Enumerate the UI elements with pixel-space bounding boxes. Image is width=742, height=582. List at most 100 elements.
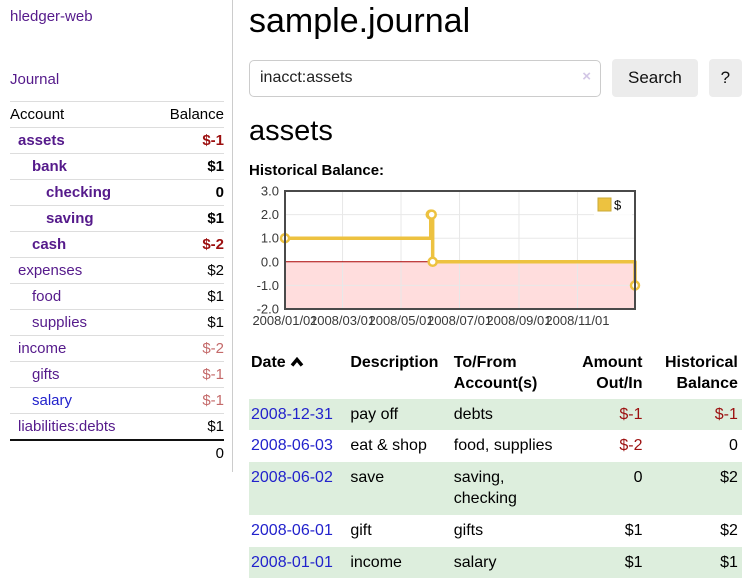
- page-title: sample.journal: [249, 2, 471, 40]
- main-content: sample.journal × Search ? assets Histori…: [233, 0, 742, 579]
- app-brand-link[interactable]: hledger-web: [10, 8, 93, 25]
- register-row: 2008-01-01 income salary $1 $1: [249, 546, 742, 579]
- transaction-date-link[interactable]: 2008-06-03: [251, 437, 333, 455]
- sidebar-account-link[interactable]: supplies: [32, 314, 88, 331]
- account-balance: $1: [151, 413, 224, 441]
- accounts-total-value: 0: [151, 439, 224, 466]
- transaction-accounts: salary: [453, 553, 497, 571]
- transaction-date-link[interactable]: 2008-06-01: [251, 521, 333, 539]
- account-balance: $1: [151, 309, 224, 336]
- account-balance: $1: [151, 205, 224, 232]
- transaction-amount: $1: [624, 553, 643, 571]
- search-input[interactable]: [249, 59, 601, 97]
- chart-heading: Historical Balance:: [249, 162, 385, 179]
- transaction-balance: $1: [720, 553, 738, 571]
- account-row: salary $-1: [10, 387, 224, 414]
- register-header-date: Date: [249, 349, 346, 399]
- transaction-accounts: food, supplies: [453, 437, 553, 455]
- register-header-balance: Historical Balance: [664, 354, 738, 392]
- accounts-total-row: 0: [10, 439, 224, 466]
- account-row: supplies $1: [10, 309, 224, 336]
- svg-text:$: $: [614, 198, 622, 213]
- search-button[interactable]: Search: [612, 59, 698, 97]
- account-row: assets $-1: [10, 127, 224, 154]
- sidebar-account-link[interactable]: income: [18, 340, 67, 357]
- sidebar-item-journal[interactable]: Journal: [10, 71, 60, 88]
- account-balance: $-1: [151, 127, 224, 154]
- account-row: saving $1: [10, 205, 224, 232]
- sidebar-account-link[interactable]: salary: [32, 392, 73, 409]
- clear-search-icon[interactable]: ×: [582, 67, 591, 85]
- register-header-row: Date Description To/From Account(s) Amou…: [249, 349, 742, 399]
- sidebar-account-link[interactable]: expenses: [18, 262, 83, 279]
- svg-text:2008/05/01: 2008/05/01: [368, 313, 433, 328]
- transaction-description: eat & shop: [350, 437, 427, 455]
- transaction-description: income: [350, 553, 402, 571]
- svg-text:2008/03/01: 2008/03/01: [310, 313, 375, 328]
- account-row: checking 0: [10, 179, 224, 206]
- account-balance: $2: [151, 257, 224, 284]
- sidebar-account-link[interactable]: bank: [32, 158, 68, 175]
- register-row: 2008-12-31 pay off debts $-1 $-1: [249, 398, 742, 431]
- account-heading: assets: [249, 115, 333, 147]
- register-table: Date Description To/From Account(s) Amou…: [249, 349, 742, 579]
- sidebar-account-link[interactable]: food: [32, 288, 62, 305]
- sidebar-account-link[interactable]: gifts: [32, 366, 60, 383]
- register-header-accounts: To/From Account(s): [453, 354, 538, 392]
- svg-text:-1.0: -1.0: [257, 278, 279, 293]
- svg-text:2008/07/01: 2008/07/01: [427, 313, 492, 328]
- transaction-date-link[interactable]: 2008-01-01: [251, 553, 333, 571]
- transaction-amount: $1: [624, 521, 643, 539]
- register-row: 2008-06-03 eat & shop food, supplies $-2 0: [249, 430, 742, 462]
- transaction-balance: $2: [720, 468, 738, 486]
- sidebar: hledger-web Journal Account Balance asse…: [0, 0, 233, 472]
- historical-balance-chart: 3.0 2.0 1.0 0.0 -1.0 -2.02008/01/012008/03/01…: [252, 184, 641, 328]
- svg-text:2008/11/01: 2008/11/01: [545, 313, 609, 328]
- transaction-balance: 0: [728, 437, 738, 455]
- transaction-amount: $-1: [619, 405, 643, 423]
- transaction-amount: 0: [633, 468, 643, 486]
- transaction-date-link[interactable]: 2008-12-31: [251, 405, 333, 423]
- transaction-date-link[interactable]: 2008-06-02: [251, 468, 333, 486]
- svg-text:3.0: 3.0: [261, 184, 279, 199]
- transaction-accounts: gifts: [453, 521, 484, 539]
- account-balance: $-2: [151, 335, 224, 362]
- accounts-table-body: assets $-1 bank $1 checking 0 saving $1 cash $-2 e…: [10, 127, 224, 441]
- account-row: income $-2: [10, 335, 224, 362]
- account-row: cash $-2: [10, 231, 224, 258]
- sidebar-account-link[interactable]: cash: [32, 236, 67, 253]
- register-header-amount: Amount Out/In: [582, 354, 643, 392]
- transaction-balance: $-1: [714, 405, 738, 423]
- account-row: food $1: [10, 283, 224, 310]
- sidebar-account-link[interactable]: liabilities:debts: [18, 418, 116, 435]
- account-balance: $-1: [151, 361, 224, 388]
- transaction-amount: $-2: [619, 437, 643, 455]
- transaction-accounts: saving, checking: [453, 468, 517, 508]
- account-balance: $1: [151, 283, 224, 310]
- account-row: gifts $-1: [10, 361, 224, 388]
- register-table-body: 2008-12-31 pay off debts $-1 $-1 2008-06-03 ea…: [249, 398, 742, 579]
- sidebar-account-link[interactable]: checking: [46, 184, 112, 201]
- sidebar-account-link[interactable]: saving: [46, 210, 94, 227]
- accounts-header-row: Account Balance: [10, 101, 224, 128]
- account-balance: 0: [151, 179, 224, 206]
- date-header-label: Date: [251, 354, 286, 371]
- transaction-description: save: [350, 468, 385, 486]
- svg-text:2008/01/01: 2008/01/01: [252, 313, 317, 328]
- account-balance: $-1: [151, 387, 224, 414]
- register-row: 2008-06-01 gift gifts $1 $2: [249, 515, 742, 547]
- sidebar-account-link[interactable]: assets: [18, 132, 65, 149]
- transaction-description: pay off: [350, 405, 399, 423]
- account-row: bank $1: [10, 153, 224, 180]
- svg-text:2.0: 2.0: [261, 207, 279, 222]
- search-form: × Search ?: [249, 59, 742, 97]
- accounts-table: Account Balance assets $-1 bank $1 checking 0…: [10, 101, 224, 466]
- svg-text:-2.0: -2.0: [257, 302, 279, 317]
- account-row: expenses $2: [10, 257, 224, 284]
- help-button[interactable]: ?: [708, 59, 742, 97]
- svg-text:1.0: 1.0: [261, 231, 279, 246]
- register-header-description: Description: [350, 354, 439, 371]
- svg-text:2008/09/01: 2008/09/01: [486, 313, 551, 328]
- transaction-description: gift: [350, 521, 372, 539]
- account-balance: $1: [151, 153, 224, 180]
